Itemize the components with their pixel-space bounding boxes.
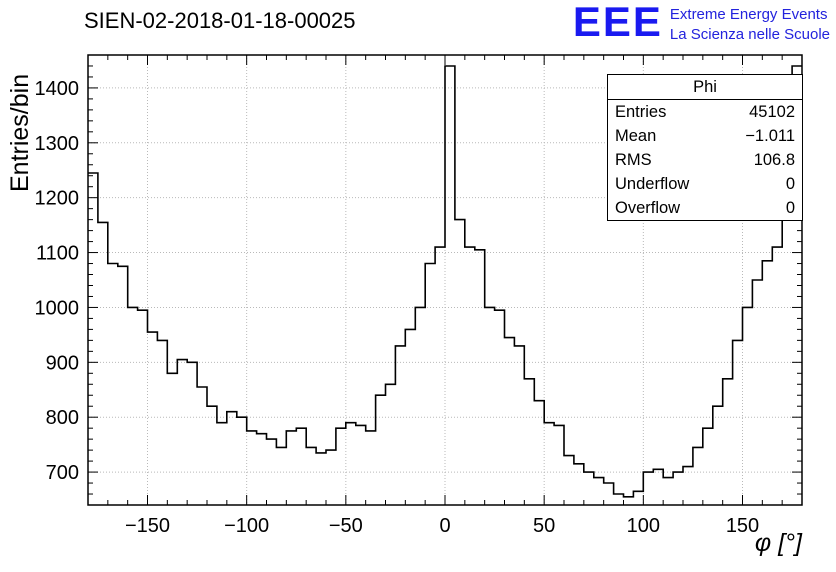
histogram-step-line <box>88 65 802 498</box>
y-tick-label: 1100 <box>36 243 79 265</box>
stats-row-underflow: Underflow 0 <box>608 172 802 196</box>
stat-label: RMS <box>615 151 652 169</box>
x-tick-label: −50 <box>329 515 363 537</box>
y-axis-title: Entries/bin <box>6 74 34 192</box>
x-tick-label: 0 <box>439 515 450 537</box>
stats-row-overflow: Overflow 0 <box>608 196 802 220</box>
stat-value: −1.011 <box>745 127 795 145</box>
stat-label: Underflow <box>615 175 690 193</box>
x-axis-title: φ [°] <box>755 529 803 557</box>
stat-label: Mean <box>615 127 657 145</box>
stats-row-entries: Entries 45102 <box>608 100 802 124</box>
y-tick-label: 1200 <box>35 188 80 210</box>
y-tick-label: 1400 <box>35 78 80 100</box>
stat-label: Overflow <box>615 199 681 217</box>
eee-logo-text: Extreme Energy Events La Scienza nelle S… <box>670 3 830 44</box>
x-tick-label: −100 <box>224 515 269 537</box>
eee-logo: EEE Extreme Energy Events La Scienza nel… <box>572 0 830 45</box>
stats-row-mean: Mean −1.011 <box>608 124 802 148</box>
stat-value: 0 <box>785 175 795 193</box>
page-title: SIEN-02-2018-01-18-00025 <box>84 8 356 33</box>
eee-logo-acronym: EEE <box>572 0 663 45</box>
x-tick-label: −150 <box>125 515 170 537</box>
stat-value: 45102 <box>749 103 795 121</box>
stats-row-rms: RMS 106.8 <box>608 148 802 172</box>
plot-frame <box>87 54 803 506</box>
y-tick-label: 700 <box>46 462 79 484</box>
stat-value: 106.8 <box>753 151 795 169</box>
stats-box: Phi Entries 45102 Mean −1.011 RMS 106.8 … <box>607 74 803 221</box>
x-tick-label: 50 <box>533 515 555 537</box>
stat-value: 0 <box>785 199 795 217</box>
stat-label: Entries <box>615 103 667 121</box>
y-tick-label: 800 <box>46 407 79 429</box>
y-tick-label: 900 <box>46 352 79 374</box>
x-tick-label: 100 <box>627 515 660 537</box>
y-tick-label: 1300 <box>35 133 80 155</box>
y-tick-label: 1000 <box>35 297 80 319</box>
stats-box-title: Phi <box>608 75 802 100</box>
x-tick-label: 150 <box>726 515 759 537</box>
eee-logo-line-1: Extreme Energy Events <box>669 6 828 23</box>
eee-logo-line-2: La Scienza nelle Scuole <box>669 25 830 43</box>
